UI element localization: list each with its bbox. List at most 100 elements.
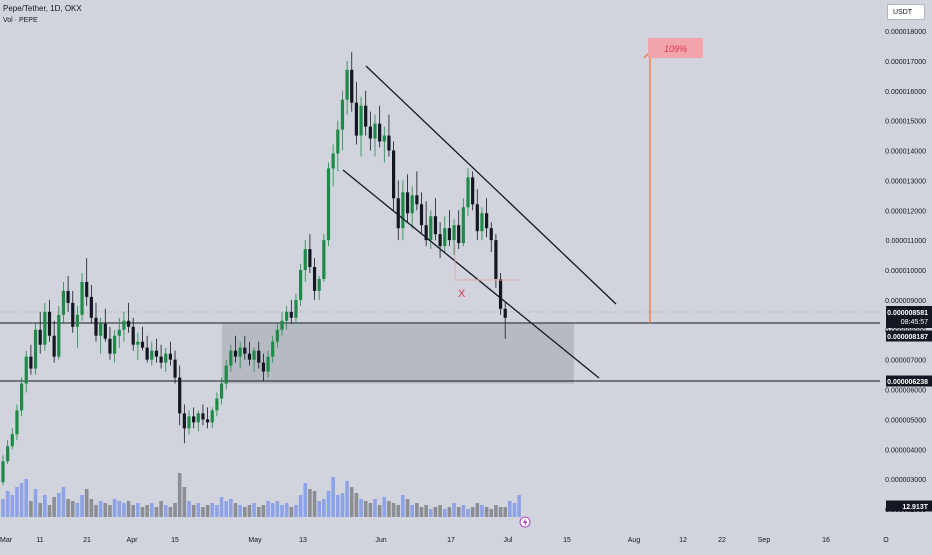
y-tick-label: 0.000007000 [885, 358, 926, 365]
candle-body [80, 281, 84, 315]
candle-body [173, 359, 177, 378]
candle-body [66, 290, 70, 303]
volume-bar [154, 507, 159, 517]
y-tick-label: 0.000014000 [885, 149, 926, 156]
candle-body [33, 329, 38, 369]
x-tick-label: Aug [628, 537, 641, 544]
candle-body [238, 347, 242, 357]
volume-bar [29, 501, 33, 517]
candle-body [89, 296, 93, 318]
last-price-label: 0.000008581 [887, 310, 928, 317]
candle-body [247, 353, 252, 360]
candle-body [471, 177, 475, 205]
candle-body [401, 192, 405, 229]
candle-body [480, 213, 484, 232]
lightning-glyph [523, 518, 528, 527]
candle-body [405, 192, 410, 214]
volume-bar [75, 503, 80, 517]
volume-bar [187, 501, 191, 517]
candle-body [24, 356, 28, 384]
x-tick-label: Sep [758, 537, 771, 544]
candle-body [461, 207, 465, 244]
volume-bar [336, 495, 340, 517]
currency-button[interactable]: USDT [887, 4, 925, 20]
candle-body [252, 350, 256, 360]
candle-body [359, 105, 363, 136]
volume-bar [84, 489, 89, 517]
volume-bar [261, 505, 266, 517]
volume-bar [94, 505, 98, 517]
volume-bar [354, 493, 359, 517]
candle-body [201, 413, 205, 420]
volume-bar [284, 503, 289, 517]
volume-bar [66, 499, 70, 517]
volume-bar [466, 509, 470, 517]
volume-bar [43, 495, 47, 517]
volume-bar [270, 503, 275, 517]
candle-body [317, 278, 321, 291]
volume-bar [424, 505, 428, 517]
x-tick-label: O [883, 537, 889, 544]
channel-lower-line [342, 169, 600, 379]
volume-bar [433, 507, 438, 517]
candle-body [6, 446, 10, 462]
candle-body [275, 329, 279, 342]
volume-bar [359, 499, 363, 517]
volume-bar [438, 505, 442, 517]
candle-body [150, 350, 154, 360]
candle-body [336, 129, 340, 154]
volume-bar [108, 505, 112, 517]
volume-bar [405, 499, 410, 517]
x-tick-label: Jul [504, 537, 513, 544]
volume-bar [145, 505, 149, 517]
volume-bar [173, 503, 177, 517]
candle-body [122, 320, 126, 330]
volume-bar [70, 501, 75, 517]
channel-upper-line [365, 65, 617, 305]
candle-body [457, 225, 461, 244]
volume-bar [410, 505, 414, 517]
candle-body [443, 228, 447, 247]
candle-body [15, 410, 19, 435]
candle-body [312, 267, 317, 291]
volume-bar [517, 495, 521, 517]
candle-body [99, 323, 103, 336]
volume-bar [57, 493, 61, 517]
volume-bar [252, 503, 256, 517]
volume-value-label: 12.913T [902, 504, 928, 511]
candle-body [164, 353, 168, 363]
candle-body [243, 347, 247, 354]
candle-body [103, 323, 107, 339]
volume-bar [442, 509, 447, 517]
volume-bar [140, 507, 145, 517]
volume-bar [489, 509, 494, 517]
x-tick-label: Jun [375, 537, 386, 544]
symbol-legend[interactable]: Pepe/Tether, 1D, OKX [3, 4, 82, 13]
candle-body [85, 281, 89, 297]
volume-bar [196, 503, 201, 517]
candle-body [10, 434, 14, 447]
volume-bar [219, 497, 224, 517]
candle-body [396, 198, 400, 229]
volume-legend[interactable]: Vol · PEPE [3, 17, 38, 24]
volume-bar [331, 477, 335, 517]
volume-bar [24, 479, 29, 517]
volume-bar [312, 491, 317, 517]
candle-body [210, 410, 214, 423]
volume-bar [322, 499, 326, 517]
target-percent-label: 109% [664, 44, 687, 54]
candle-body [182, 413, 186, 429]
candle-body [75, 314, 79, 327]
volume-bar [131, 505, 135, 517]
candle-body [373, 123, 377, 139]
volume-bar [456, 507, 461, 517]
invalid-x-label: X [458, 288, 466, 300]
candle-body [117, 329, 121, 336]
candle-body [168, 353, 172, 360]
volume-bar [168, 507, 173, 517]
candle-body [47, 311, 52, 336]
volume-bar [326, 491, 331, 517]
volume-bar [19, 483, 24, 517]
